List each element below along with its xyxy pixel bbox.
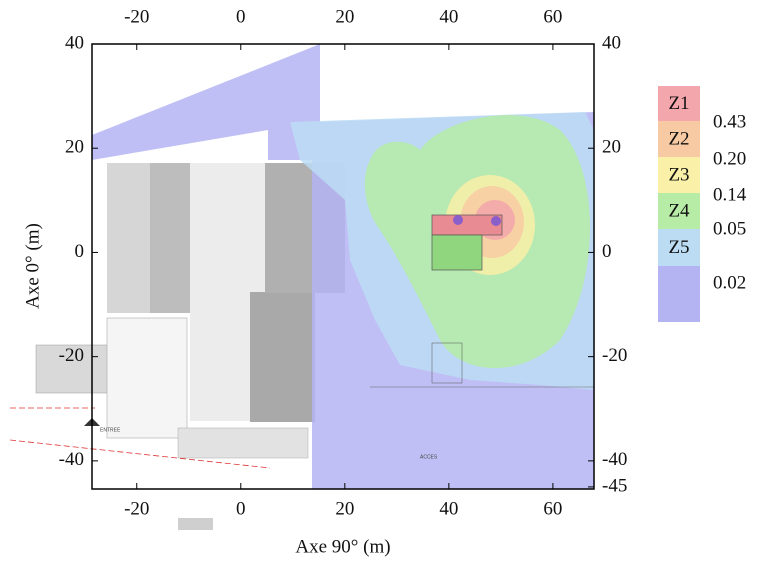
y2-tick-label: -20 — [602, 345, 627, 366]
legend-threshold: 0.05 — [713, 218, 746, 239]
y2-tick-label: 40 — [602, 32, 621, 53]
y2-tick-label: 20 — [602, 137, 621, 158]
x-tick-label: 20 — [335, 498, 354, 519]
site-plan — [9, 163, 345, 530]
x-tick-label: -20 — [124, 498, 149, 519]
x-top-tick-label: 60 — [543, 6, 562, 27]
legend-swatch — [658, 121, 700, 157]
legend-swatch — [658, 193, 700, 229]
x-tick-label: 60 — [543, 498, 562, 519]
x-top-tick-label: 40 — [439, 6, 458, 27]
x-top-tick-label: 20 — [335, 6, 354, 27]
legend-label: Z4 — [668, 200, 690, 221]
y-tick-label: 0 — [75, 241, 85, 262]
x-top-tick-label: 0 — [236, 6, 246, 27]
x-axis-label: Axe 90° (m) — [295, 536, 390, 557]
legend-swatch — [658, 229, 700, 266]
legend-threshold: 0.43 — [713, 111, 746, 132]
plot-frame — [91, 43, 595, 490]
legend-threshold: 0.20 — [713, 148, 746, 169]
legend-label: Z2 — [668, 128, 689, 149]
legend-threshold: 0.14 — [713, 184, 747, 205]
building: ACCES ENTREE — [100, 214, 594, 460]
x-tick-label: 40 — [439, 498, 458, 519]
y2-tick-label: 0 — [602, 241, 612, 262]
y-tick-label: 40 — [65, 32, 84, 53]
x-tick-label: 0 — [236, 498, 246, 519]
legend-swatch — [658, 157, 700, 193]
legend-label: Z5 — [668, 237, 689, 258]
legend-label: Z3 — [668, 164, 689, 185]
x-top-tick-label: -20 — [124, 6, 149, 27]
y2-tick-label: -45 — [602, 475, 627, 496]
legend-threshold: 0.02 — [713, 272, 746, 293]
legend-swatch — [658, 266, 700, 322]
svg-text:ACCES: ACCES — [420, 454, 438, 460]
y2-tick-label: -40 — [602, 449, 627, 470]
y-tick-label: -20 — [59, 345, 84, 366]
y-axis-label: Axe 0° (m) — [22, 223, 43, 309]
legend-label: Z1 — [668, 93, 689, 114]
y-tick-label: -40 — [59, 449, 84, 470]
svg-text:ENTREE: ENTREE — [100, 427, 121, 433]
legend-swatch — [658, 86, 700, 121]
y-tick-label: 20 — [65, 137, 84, 158]
